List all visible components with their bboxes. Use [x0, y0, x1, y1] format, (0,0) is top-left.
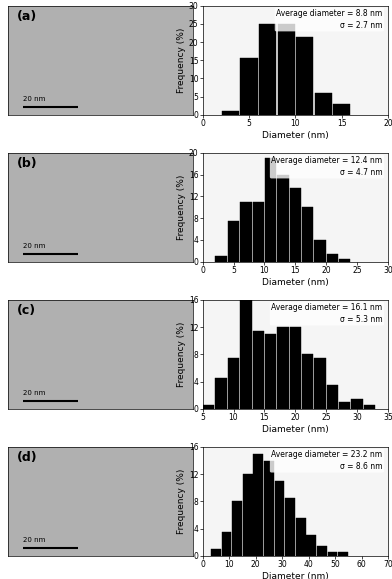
Bar	[314, 240, 326, 262]
Bar	[339, 259, 350, 262]
Bar	[285, 498, 295, 556]
X-axis label: Diameter (nm): Diameter (nm)	[262, 572, 329, 579]
X-axis label: Diameter (nm): Diameter (nm)	[262, 425, 329, 434]
Bar	[327, 254, 338, 262]
Bar	[259, 24, 276, 115]
Bar	[277, 175, 289, 262]
Bar	[253, 454, 263, 556]
X-axis label: Diameter (nm): Diameter (nm)	[262, 278, 329, 287]
Bar	[211, 549, 221, 556]
Bar	[252, 202, 264, 262]
Text: Average diameter = 23.2 nm
σ = 8.6 nm: Average diameter = 23.2 nm σ = 8.6 nm	[271, 450, 383, 471]
Text: 20 nm: 20 nm	[23, 243, 45, 249]
Bar	[314, 358, 326, 409]
Bar	[265, 158, 276, 262]
X-axis label: Diameter (nm): Diameter (nm)	[262, 131, 329, 140]
Y-axis label: Frequency (%): Frequency (%)	[177, 175, 186, 240]
Bar	[352, 398, 363, 409]
Text: Average diameter = 16.1 nm
σ = 5.3 nm: Average diameter = 16.1 nm σ = 5.3 nm	[271, 303, 383, 324]
Bar	[328, 552, 337, 556]
Text: (b): (b)	[17, 157, 38, 170]
Text: (d): (d)	[17, 451, 38, 464]
Bar	[296, 518, 305, 556]
Bar	[307, 536, 316, 556]
Text: (c): (c)	[17, 304, 36, 317]
Bar	[264, 460, 274, 556]
Bar	[240, 300, 252, 409]
Bar	[317, 545, 327, 556]
Bar	[274, 481, 284, 556]
Bar	[364, 405, 375, 409]
Bar	[240, 58, 258, 115]
Bar	[302, 207, 313, 262]
Bar	[203, 405, 214, 409]
Bar	[290, 188, 301, 262]
Bar	[240, 202, 252, 262]
Bar	[278, 24, 295, 115]
Y-axis label: Frequency (%): Frequency (%)	[177, 28, 186, 93]
Bar	[232, 501, 242, 556]
Bar	[302, 354, 313, 409]
Bar	[216, 256, 227, 262]
Text: (a): (a)	[17, 10, 37, 23]
Bar	[338, 552, 348, 556]
Bar	[221, 532, 231, 556]
Bar	[216, 378, 227, 409]
Y-axis label: Frequency (%): Frequency (%)	[177, 322, 186, 387]
Text: 20 nm: 20 nm	[23, 537, 45, 543]
Bar	[228, 221, 239, 262]
Text: Average diameter = 8.8 nm
σ = 2.7 nm: Average diameter = 8.8 nm σ = 2.7 nm	[276, 9, 383, 30]
Bar	[243, 474, 252, 556]
Text: Average diameter = 12.4 nm
σ = 4.7 nm: Average diameter = 12.4 nm σ = 4.7 nm	[271, 156, 383, 177]
Bar	[296, 36, 313, 115]
Bar	[315, 93, 332, 115]
Bar	[265, 334, 276, 409]
Y-axis label: Frequency (%): Frequency (%)	[177, 468, 186, 534]
Bar	[327, 385, 338, 409]
Bar	[228, 358, 239, 409]
Bar	[290, 327, 301, 409]
Bar	[333, 104, 350, 115]
Text: 20 nm: 20 nm	[23, 96, 45, 102]
Bar	[222, 111, 239, 115]
Bar	[277, 327, 289, 409]
Bar	[339, 402, 350, 409]
Bar	[252, 331, 264, 409]
Text: 20 nm: 20 nm	[23, 390, 45, 395]
